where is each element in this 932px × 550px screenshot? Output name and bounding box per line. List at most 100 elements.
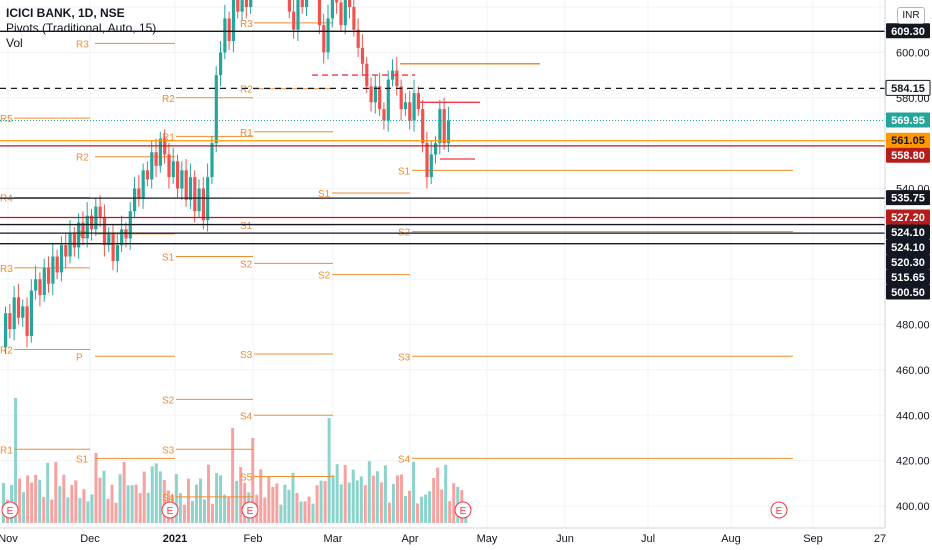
candle[interactable]	[55, 249, 59, 280]
candle[interactable]	[421, 100, 425, 153]
candle[interactable]	[68, 220, 72, 264]
candle[interactable]	[446, 106, 451, 153]
candle[interactable]	[141, 163, 145, 209]
candle[interactable]	[77, 213, 81, 259]
candle[interactable]	[201, 177, 205, 230]
candle[interactable]	[343, 0, 347, 35]
candle[interactable]	[412, 79, 416, 132]
candles[interactable]	[4, 0, 451, 355]
candle[interactable]	[158, 131, 162, 173]
candle[interactable]	[188, 163, 193, 209]
candle[interactable]	[369, 77, 373, 112]
currency-badge[interactable]: INR	[897, 7, 925, 24]
candle[interactable]	[395, 56, 399, 96]
candle[interactable]	[223, 4, 227, 60]
earnings-marker[interactable]: E	[454, 501, 472, 519]
candle[interactable]	[64, 233, 68, 268]
candle[interactable]	[373, 75, 377, 114]
candle[interactable]	[296, 0, 300, 42]
candle[interactable]	[34, 265, 38, 300]
price-tag[interactable]: 609.30	[886, 23, 930, 39]
price-tag[interactable]: 520.30	[886, 254, 930, 270]
candle[interactable]	[317, 0, 322, 35]
earnings-marker[interactable]: E	[241, 501, 259, 519]
candle[interactable]	[352, 0, 356, 37]
candle[interactable]	[150, 140, 154, 189]
candle[interactable]	[335, 0, 339, 14]
earnings-marker[interactable]: E	[770, 501, 788, 519]
candle[interactable]	[240, 0, 244, 21]
time-axis[interactable]: Nov Dec 2021 Feb Mar Apr May Jun Jul Aug Sep 27	[0, 527, 886, 550]
candle[interactable]	[167, 143, 171, 189]
candle[interactable]	[210, 136, 214, 184]
candle[interactable]	[231, 0, 236, 53]
candle[interactable]	[42, 258, 46, 302]
candle[interactable]	[180, 161, 184, 200]
candle[interactable]	[305, 0, 309, 17]
price-tag[interactable]: 527.20	[886, 209, 930, 225]
candle[interactable]	[416, 86, 420, 116]
legend-volume-row[interactable]: Vol	[6, 36, 156, 51]
candle[interactable]	[102, 204, 107, 257]
legend-symbol-row[interactable]: ICICI BANK, 1D, NSE	[6, 6, 156, 21]
candle[interactable]	[128, 202, 132, 250]
candle[interactable]	[47, 256, 51, 293]
candle[interactable]	[154, 138, 158, 178]
earnings-marker[interactable]: E	[161, 501, 179, 519]
candle[interactable]	[244, 0, 248, 19]
price-tag[interactable]: 535.75	[886, 190, 930, 206]
candle[interactable]	[59, 236, 64, 282]
price-axis[interactable]: 400.00420.00440.00460.00480.00500.00520.…	[884, 0, 932, 550]
candle[interactable]	[360, 34, 365, 76]
candle[interactable]	[38, 272, 42, 307]
candle[interactable]	[120, 215, 124, 252]
candle[interactable]	[29, 279, 33, 343]
candle[interactable]	[348, 0, 352, 19]
candle[interactable]	[287, 0, 291, 19]
candle[interactable]	[171, 147, 175, 184]
candle[interactable]	[51, 242, 55, 296]
candle[interactable]	[403, 93, 408, 116]
candle[interactable]	[378, 72, 382, 116]
candle[interactable]	[137, 174, 141, 207]
price-tag[interactable]: 500.50	[886, 284, 930, 300]
price-tag[interactable]: 584.15	[885, 79, 931, 96]
price-tag[interactable]: 558.80	[886, 147, 930, 163]
price-tag[interactable]: 515.65	[886, 269, 930, 285]
candle[interactable]	[25, 297, 29, 348]
candle[interactable]	[326, 4, 330, 60]
candle[interactable]	[81, 211, 85, 246]
candle[interactable]	[107, 227, 111, 252]
price-tag[interactable]: 569.95	[886, 112, 930, 128]
candle[interactable]	[236, 0, 240, 19]
candle[interactable]	[429, 140, 433, 184]
candle[interactable]	[399, 79, 403, 121]
candle[interactable]	[21, 299, 25, 327]
price-tag[interactable]: 524.10	[886, 224, 930, 240]
candle[interactable]	[322, 13, 326, 64]
candle[interactable]	[8, 304, 12, 339]
candle[interactable]	[176, 154, 180, 198]
earnings-marker[interactable]: E	[1, 501, 19, 519]
candle[interactable]	[4, 306, 8, 355]
candle[interactable]	[94, 197, 98, 237]
candle[interactable]	[115, 233, 119, 273]
candle[interactable]	[214, 66, 218, 153]
candle[interactable]	[408, 90, 412, 130]
candle[interactable]	[111, 224, 115, 271]
candle[interactable]	[16, 283, 21, 325]
candle[interactable]	[391, 59, 395, 87]
price-tag[interactable]: 524.10	[886, 239, 930, 255]
candle[interactable]	[12, 286, 16, 341]
candle[interactable]	[382, 102, 386, 130]
candle[interactable]	[442, 97, 446, 150]
price-tag[interactable]: 561.05	[886, 132, 930, 148]
candle[interactable]	[184, 158, 188, 207]
legend-indicator-row[interactable]: Pivots (Traditional, Auto, 15)	[6, 21, 156, 36]
candle[interactable]	[193, 170, 197, 223]
candle[interactable]	[145, 161, 150, 187]
candle[interactable]	[356, 18, 360, 57]
candle[interactable]	[386, 70, 390, 132]
candle[interactable]	[300, 0, 304, 14]
